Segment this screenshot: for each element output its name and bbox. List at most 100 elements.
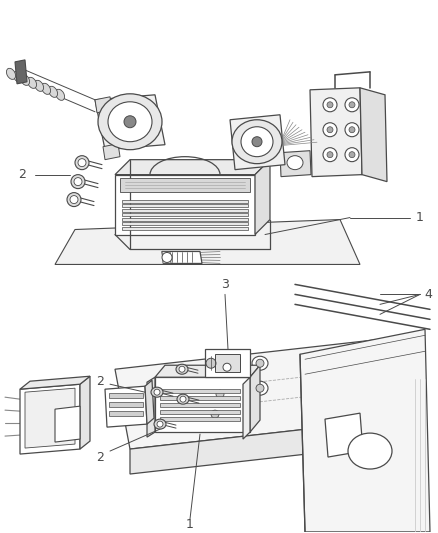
Text: 3: 3 <box>221 278 229 291</box>
Ellipse shape <box>349 127 355 133</box>
Ellipse shape <box>216 390 224 398</box>
Ellipse shape <box>207 407 223 421</box>
Ellipse shape <box>56 89 64 100</box>
Polygon shape <box>130 419 395 474</box>
Ellipse shape <box>49 86 57 98</box>
Polygon shape <box>300 329 430 532</box>
Polygon shape <box>160 417 240 421</box>
Polygon shape <box>160 403 240 407</box>
Ellipse shape <box>42 83 50 94</box>
Polygon shape <box>122 222 248 225</box>
Polygon shape <box>105 386 147 427</box>
Polygon shape <box>310 88 362 176</box>
Polygon shape <box>109 411 143 416</box>
Ellipse shape <box>252 356 268 370</box>
Polygon shape <box>25 388 75 448</box>
Ellipse shape <box>67 192 81 207</box>
Ellipse shape <box>327 102 333 108</box>
Ellipse shape <box>154 389 160 395</box>
Ellipse shape <box>108 102 152 142</box>
Ellipse shape <box>212 387 228 401</box>
Polygon shape <box>155 365 260 377</box>
Polygon shape <box>243 377 250 439</box>
Ellipse shape <box>349 102 355 108</box>
Ellipse shape <box>348 433 392 469</box>
Ellipse shape <box>323 148 337 161</box>
Polygon shape <box>255 160 270 235</box>
Polygon shape <box>115 175 255 235</box>
Ellipse shape <box>28 77 37 88</box>
Ellipse shape <box>241 127 273 157</box>
Polygon shape <box>122 213 248 216</box>
Polygon shape <box>109 393 143 398</box>
Polygon shape <box>15 60 27 84</box>
Polygon shape <box>122 208 248 212</box>
Text: 2: 2 <box>96 450 104 464</box>
Ellipse shape <box>232 120 282 164</box>
Ellipse shape <box>349 152 355 158</box>
Ellipse shape <box>216 365 224 373</box>
Ellipse shape <box>252 137 262 147</box>
Ellipse shape <box>71 175 85 189</box>
Polygon shape <box>122 227 248 230</box>
Polygon shape <box>162 252 202 263</box>
Ellipse shape <box>157 421 163 427</box>
Polygon shape <box>55 220 360 264</box>
Ellipse shape <box>323 123 337 137</box>
Ellipse shape <box>223 364 231 371</box>
Polygon shape <box>103 144 120 160</box>
Polygon shape <box>360 88 387 182</box>
Ellipse shape <box>345 148 359 161</box>
Ellipse shape <box>256 359 264 367</box>
Ellipse shape <box>98 94 162 150</box>
Ellipse shape <box>74 177 82 185</box>
Polygon shape <box>115 340 395 449</box>
Polygon shape <box>280 151 311 176</box>
Polygon shape <box>147 377 155 437</box>
Polygon shape <box>230 115 285 169</box>
Text: 1: 1 <box>186 519 194 531</box>
Ellipse shape <box>180 396 186 402</box>
Ellipse shape <box>212 362 228 376</box>
Text: 2: 2 <box>96 375 104 387</box>
Polygon shape <box>162 252 171 263</box>
Ellipse shape <box>162 253 172 262</box>
Ellipse shape <box>78 159 86 167</box>
Ellipse shape <box>345 98 359 112</box>
Polygon shape <box>205 349 250 377</box>
Ellipse shape <box>154 419 166 429</box>
Ellipse shape <box>287 156 303 169</box>
Polygon shape <box>109 402 143 407</box>
Polygon shape <box>155 377 250 432</box>
Polygon shape <box>145 380 154 424</box>
Polygon shape <box>250 365 260 432</box>
Ellipse shape <box>124 116 136 128</box>
Polygon shape <box>95 95 165 150</box>
Polygon shape <box>20 384 80 454</box>
Ellipse shape <box>256 384 264 392</box>
Ellipse shape <box>211 410 219 418</box>
Ellipse shape <box>323 98 337 112</box>
Ellipse shape <box>179 366 185 372</box>
Ellipse shape <box>151 387 163 397</box>
Ellipse shape <box>206 358 216 368</box>
Polygon shape <box>20 376 90 389</box>
Ellipse shape <box>7 68 16 79</box>
Ellipse shape <box>327 127 333 133</box>
Text: 4: 4 <box>424 288 432 301</box>
Polygon shape <box>80 376 90 449</box>
Polygon shape <box>215 354 240 372</box>
Polygon shape <box>160 389 240 393</box>
Text: 2: 2 <box>18 168 26 181</box>
Ellipse shape <box>21 74 30 85</box>
Ellipse shape <box>252 381 268 395</box>
Polygon shape <box>115 160 270 175</box>
Polygon shape <box>325 413 363 457</box>
Polygon shape <box>160 396 240 400</box>
Polygon shape <box>95 97 112 113</box>
Polygon shape <box>120 177 250 191</box>
Polygon shape <box>122 204 248 207</box>
Polygon shape <box>122 199 248 203</box>
Polygon shape <box>55 406 80 442</box>
Ellipse shape <box>70 196 78 204</box>
